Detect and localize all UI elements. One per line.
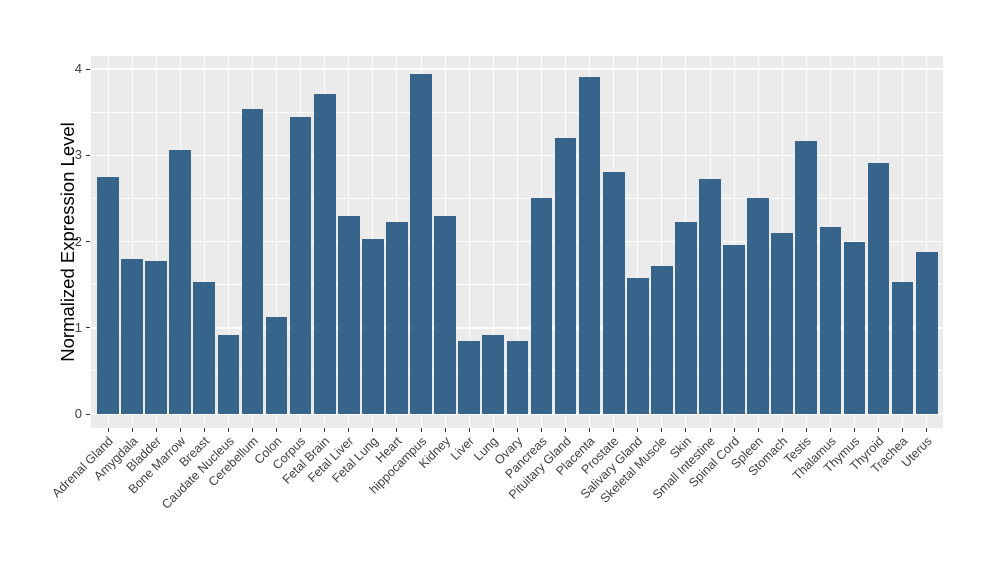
plot-panel — [91, 56, 943, 428]
x-tick-mark — [757, 428, 759, 432]
category-gridline — [637, 56, 639, 428]
bar-salivary-gland — [626, 277, 649, 414]
category-gridline — [902, 56, 904, 428]
category-gridline — [733, 56, 735, 428]
bar-hippocampus — [410, 74, 432, 414]
bar-thymus — [843, 241, 866, 414]
x-tick-mark — [372, 428, 374, 432]
y-tick-mark — [86, 241, 90, 242]
bar-colon — [265, 316, 288, 414]
x-tick-mark — [444, 428, 446, 432]
y-tick-label: 3 — [74, 147, 82, 163]
category-gridline — [276, 56, 278, 428]
category-gridline — [203, 56, 205, 428]
y-tick-mark — [86, 327, 90, 329]
bar-liver — [458, 340, 481, 414]
bar-placenta — [578, 76, 601, 414]
y-tick-label: 0 — [74, 406, 82, 421]
x-tick-mark — [179, 428, 181, 432]
y-tick-mark — [86, 154, 90, 156]
x-tick-mark — [276, 428, 278, 432]
bar-uterus — [915, 251, 938, 414]
y-tick-label: 2 — [74, 233, 82, 249]
bar-thalamus — [819, 226, 842, 414]
bar-cerebellum — [241, 108, 264, 414]
x-tick-mark — [107, 428, 109, 432]
x-tick-mark — [637, 428, 639, 432]
x-tick-mark — [227, 428, 229, 432]
x-tick-mark — [396, 428, 398, 432]
y-tick-label: 4 — [74, 61, 82, 76]
bar-bone-marrow — [169, 150, 192, 414]
x-tick-mark — [733, 428, 735, 432]
bar-testis — [795, 140, 818, 414]
bar-caudate-nucleus — [217, 334, 240, 414]
x-tick-mark — [131, 428, 133, 432]
y-tick-label: 1 — [74, 319, 82, 335]
x-tick-mark — [420, 428, 422, 432]
x-tick-mark — [613, 428, 615, 432]
x-tick-mark — [468, 428, 470, 432]
bar-lung — [482, 334, 505, 414]
bar-pancreas — [530, 197, 553, 414]
bar-heart — [386, 221, 408, 414]
x-tick-mark — [492, 428, 494, 432]
x-tick-mark — [926, 428, 928, 432]
x-tick-mark — [324, 428, 326, 432]
category-gridline — [468, 56, 470, 428]
bar-thyroid — [867, 163, 890, 414]
y-tick-mark — [86, 68, 90, 70]
bar-skeletal-muscle — [650, 265, 673, 414]
x-tick-mark — [902, 428, 904, 432]
category-gridline — [131, 56, 133, 428]
x-tick-mark — [878, 428, 880, 432]
category-gridline — [227, 56, 229, 428]
bar-spinal-cord — [723, 244, 745, 414]
x-tick-mark — [829, 428, 831, 432]
y-tick-mark — [86, 413, 90, 415]
bar-prostate — [602, 171, 625, 414]
bar-small-intestine — [699, 178, 721, 414]
x-tick-mark — [300, 428, 302, 432]
bar-amygdala — [121, 258, 143, 414]
x-tick-mark — [155, 428, 157, 432]
bar-bladder — [145, 261, 167, 414]
category-gridline — [661, 56, 663, 428]
category-gridline — [155, 56, 157, 428]
category-gridline — [492, 56, 494, 428]
bar-skin — [675, 221, 697, 414]
x-tick-mark — [709, 428, 711, 432]
category-gridline — [926, 56, 928, 428]
x-tick-mark — [685, 428, 687, 432]
bar-stomach — [771, 232, 794, 414]
x-tick-mark — [516, 428, 518, 432]
bar-corpus — [289, 117, 312, 414]
x-tick-mark — [589, 428, 591, 432]
x-tick-label: Liver — [448, 434, 478, 464]
bar-ovary — [506, 340, 529, 414]
bar-breast — [193, 282, 216, 414]
bar-spleen — [747, 197, 769, 414]
x-tick-mark — [251, 428, 253, 432]
x-tick-mark — [540, 428, 542, 432]
x-tick-mark — [805, 428, 807, 432]
bar-pituitary-gland — [554, 138, 577, 414]
bar-adrenal-gland — [97, 176, 119, 414]
bar-fetal-brain — [313, 94, 336, 414]
x-tick-mark — [853, 428, 855, 432]
bar-fetal-lung — [362, 238, 384, 414]
x-tick-mark — [661, 428, 663, 432]
category-gridline — [516, 56, 518, 428]
bar-trachea — [891, 282, 914, 414]
bar-fetal-liver — [337, 215, 360, 414]
x-tick-mark — [565, 428, 567, 432]
x-tick-mark — [348, 428, 350, 432]
x-tick-mark — [203, 428, 205, 432]
bar-kidney — [434, 216, 456, 414]
x-tick-mark — [781, 428, 783, 432]
